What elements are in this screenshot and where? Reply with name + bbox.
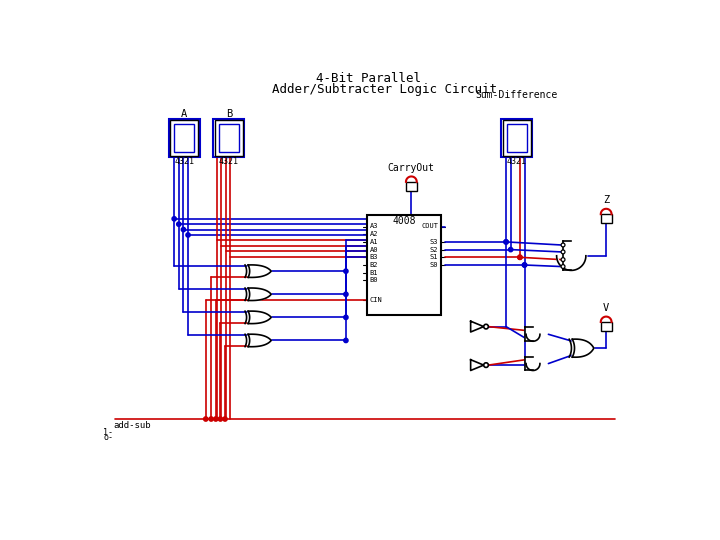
Text: S3: S3 <box>430 239 438 245</box>
Circle shape <box>172 217 176 221</box>
Polygon shape <box>471 321 484 332</box>
Circle shape <box>518 255 522 259</box>
Circle shape <box>484 325 488 329</box>
Circle shape <box>186 233 190 237</box>
FancyBboxPatch shape <box>503 120 531 156</box>
Circle shape <box>176 222 181 226</box>
Circle shape <box>523 263 527 267</box>
FancyBboxPatch shape <box>600 214 611 224</box>
Text: F: F <box>223 127 234 145</box>
Text: V: V <box>603 303 609 313</box>
Circle shape <box>343 292 348 296</box>
Text: A: A <box>181 109 187 119</box>
Text: o-: o- <box>104 433 113 442</box>
FancyBboxPatch shape <box>367 215 441 315</box>
FancyBboxPatch shape <box>215 120 243 156</box>
FancyBboxPatch shape <box>501 119 532 157</box>
Text: S1: S1 <box>430 254 438 260</box>
Text: B3: B3 <box>370 254 378 260</box>
Text: 1-: 1- <box>104 428 113 437</box>
FancyBboxPatch shape <box>213 119 244 157</box>
Polygon shape <box>248 311 271 323</box>
Text: 4008: 4008 <box>392 216 415 226</box>
Text: S0: S0 <box>430 262 438 268</box>
Circle shape <box>343 315 348 320</box>
FancyBboxPatch shape <box>600 322 611 331</box>
Polygon shape <box>572 339 594 357</box>
Circle shape <box>181 227 186 232</box>
Text: A2: A2 <box>370 231 378 237</box>
Circle shape <box>218 417 222 421</box>
Circle shape <box>504 240 508 244</box>
FancyBboxPatch shape <box>507 124 527 152</box>
Circle shape <box>343 338 348 342</box>
Text: 4321: 4321 <box>174 157 194 166</box>
Text: B: B <box>226 109 232 119</box>
Text: A0: A0 <box>370 247 378 253</box>
Polygon shape <box>248 265 271 278</box>
Circle shape <box>561 258 565 261</box>
Circle shape <box>484 363 488 367</box>
Polygon shape <box>471 360 484 370</box>
Text: 4-Bit Parallel: 4-Bit Parallel <box>317 72 421 85</box>
Polygon shape <box>248 288 271 301</box>
Text: 1: 1 <box>179 127 189 145</box>
FancyBboxPatch shape <box>168 119 199 157</box>
Text: add-sub: add-sub <box>113 421 151 430</box>
Circle shape <box>508 247 513 252</box>
Text: Z: Z <box>603 195 609 205</box>
Text: Sum-Difference: Sum-Difference <box>476 90 558 100</box>
Text: B0: B0 <box>370 278 378 284</box>
Circle shape <box>523 263 527 267</box>
Polygon shape <box>526 356 540 370</box>
Text: 4321: 4321 <box>219 157 239 166</box>
Text: Adder/Subtracter Logic Circuit: Adder/Subtracter Logic Circuit <box>241 83 497 96</box>
Text: 2: 2 <box>511 127 522 145</box>
Circle shape <box>214 417 218 421</box>
Polygon shape <box>248 334 271 347</box>
Text: A3: A3 <box>370 224 378 230</box>
FancyBboxPatch shape <box>174 124 194 152</box>
Polygon shape <box>526 327 540 341</box>
Text: CarryOut: CarryOut <box>388 163 435 173</box>
Text: S2: S2 <box>430 247 438 253</box>
Polygon shape <box>557 241 586 271</box>
Circle shape <box>561 250 565 254</box>
Circle shape <box>223 417 228 421</box>
Circle shape <box>204 417 208 421</box>
Text: B1: B1 <box>370 269 378 276</box>
FancyBboxPatch shape <box>406 182 417 191</box>
FancyBboxPatch shape <box>171 120 198 156</box>
Circle shape <box>343 269 348 273</box>
Text: 4321: 4321 <box>507 157 527 166</box>
Circle shape <box>561 243 565 247</box>
Text: A1: A1 <box>370 239 378 245</box>
Text: B2: B2 <box>370 262 378 268</box>
Circle shape <box>209 417 213 421</box>
Text: COUT: COUT <box>421 224 438 230</box>
Circle shape <box>518 255 522 259</box>
Text: CIN: CIN <box>370 296 382 302</box>
Circle shape <box>504 240 508 244</box>
Circle shape <box>561 265 565 268</box>
FancyBboxPatch shape <box>219 124 239 152</box>
